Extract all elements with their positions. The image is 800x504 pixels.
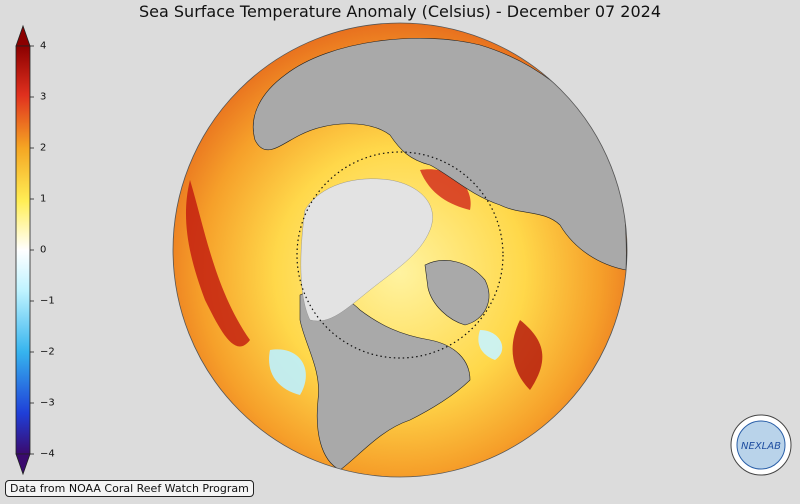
colorbar-tick-label: −1 xyxy=(40,295,55,307)
arctic-circle xyxy=(296,151,504,359)
logo-text: NEXLAB xyxy=(741,441,781,452)
colorbar-tick-label: 0 xyxy=(40,244,47,256)
warm-anomaly-pacific xyxy=(185,180,250,347)
warm-anomaly-atlantic xyxy=(512,320,543,390)
colorbar-bottom-cap xyxy=(15,453,31,476)
colorbar-tick-label: 2 xyxy=(40,142,47,154)
data-credit: Data from NOAA Coral Reef Watch Program xyxy=(5,480,254,497)
map-title: Sea Surface Temperature Anomaly (Celsius… xyxy=(139,2,661,21)
colorbar-tick-label: 4 xyxy=(40,40,47,52)
cool-anomaly-labrador xyxy=(478,330,503,360)
arctic-sea-ice xyxy=(300,178,433,322)
land-eurasia xyxy=(252,38,627,271)
colorbar-tick-label: −2 xyxy=(40,346,55,358)
colorbar-tick-label: −3 xyxy=(40,397,55,409)
colorbar: 4 3 2 1 0 −1 −2 −3 −4 xyxy=(0,0,70,500)
globe-outline xyxy=(172,22,628,478)
land-greenland xyxy=(424,260,490,326)
cool-anomaly-pacific xyxy=(269,349,306,395)
colorbar-tick-label: 3 xyxy=(40,91,47,103)
land-north-america xyxy=(299,290,471,471)
colorbar-graphic xyxy=(15,24,34,476)
logo-globe xyxy=(736,420,786,470)
nexlab-logo: NEXLAB xyxy=(730,414,792,476)
colorbar-tick-label: −4 xyxy=(40,448,55,460)
colorbar-tick-label: 1 xyxy=(40,193,47,205)
